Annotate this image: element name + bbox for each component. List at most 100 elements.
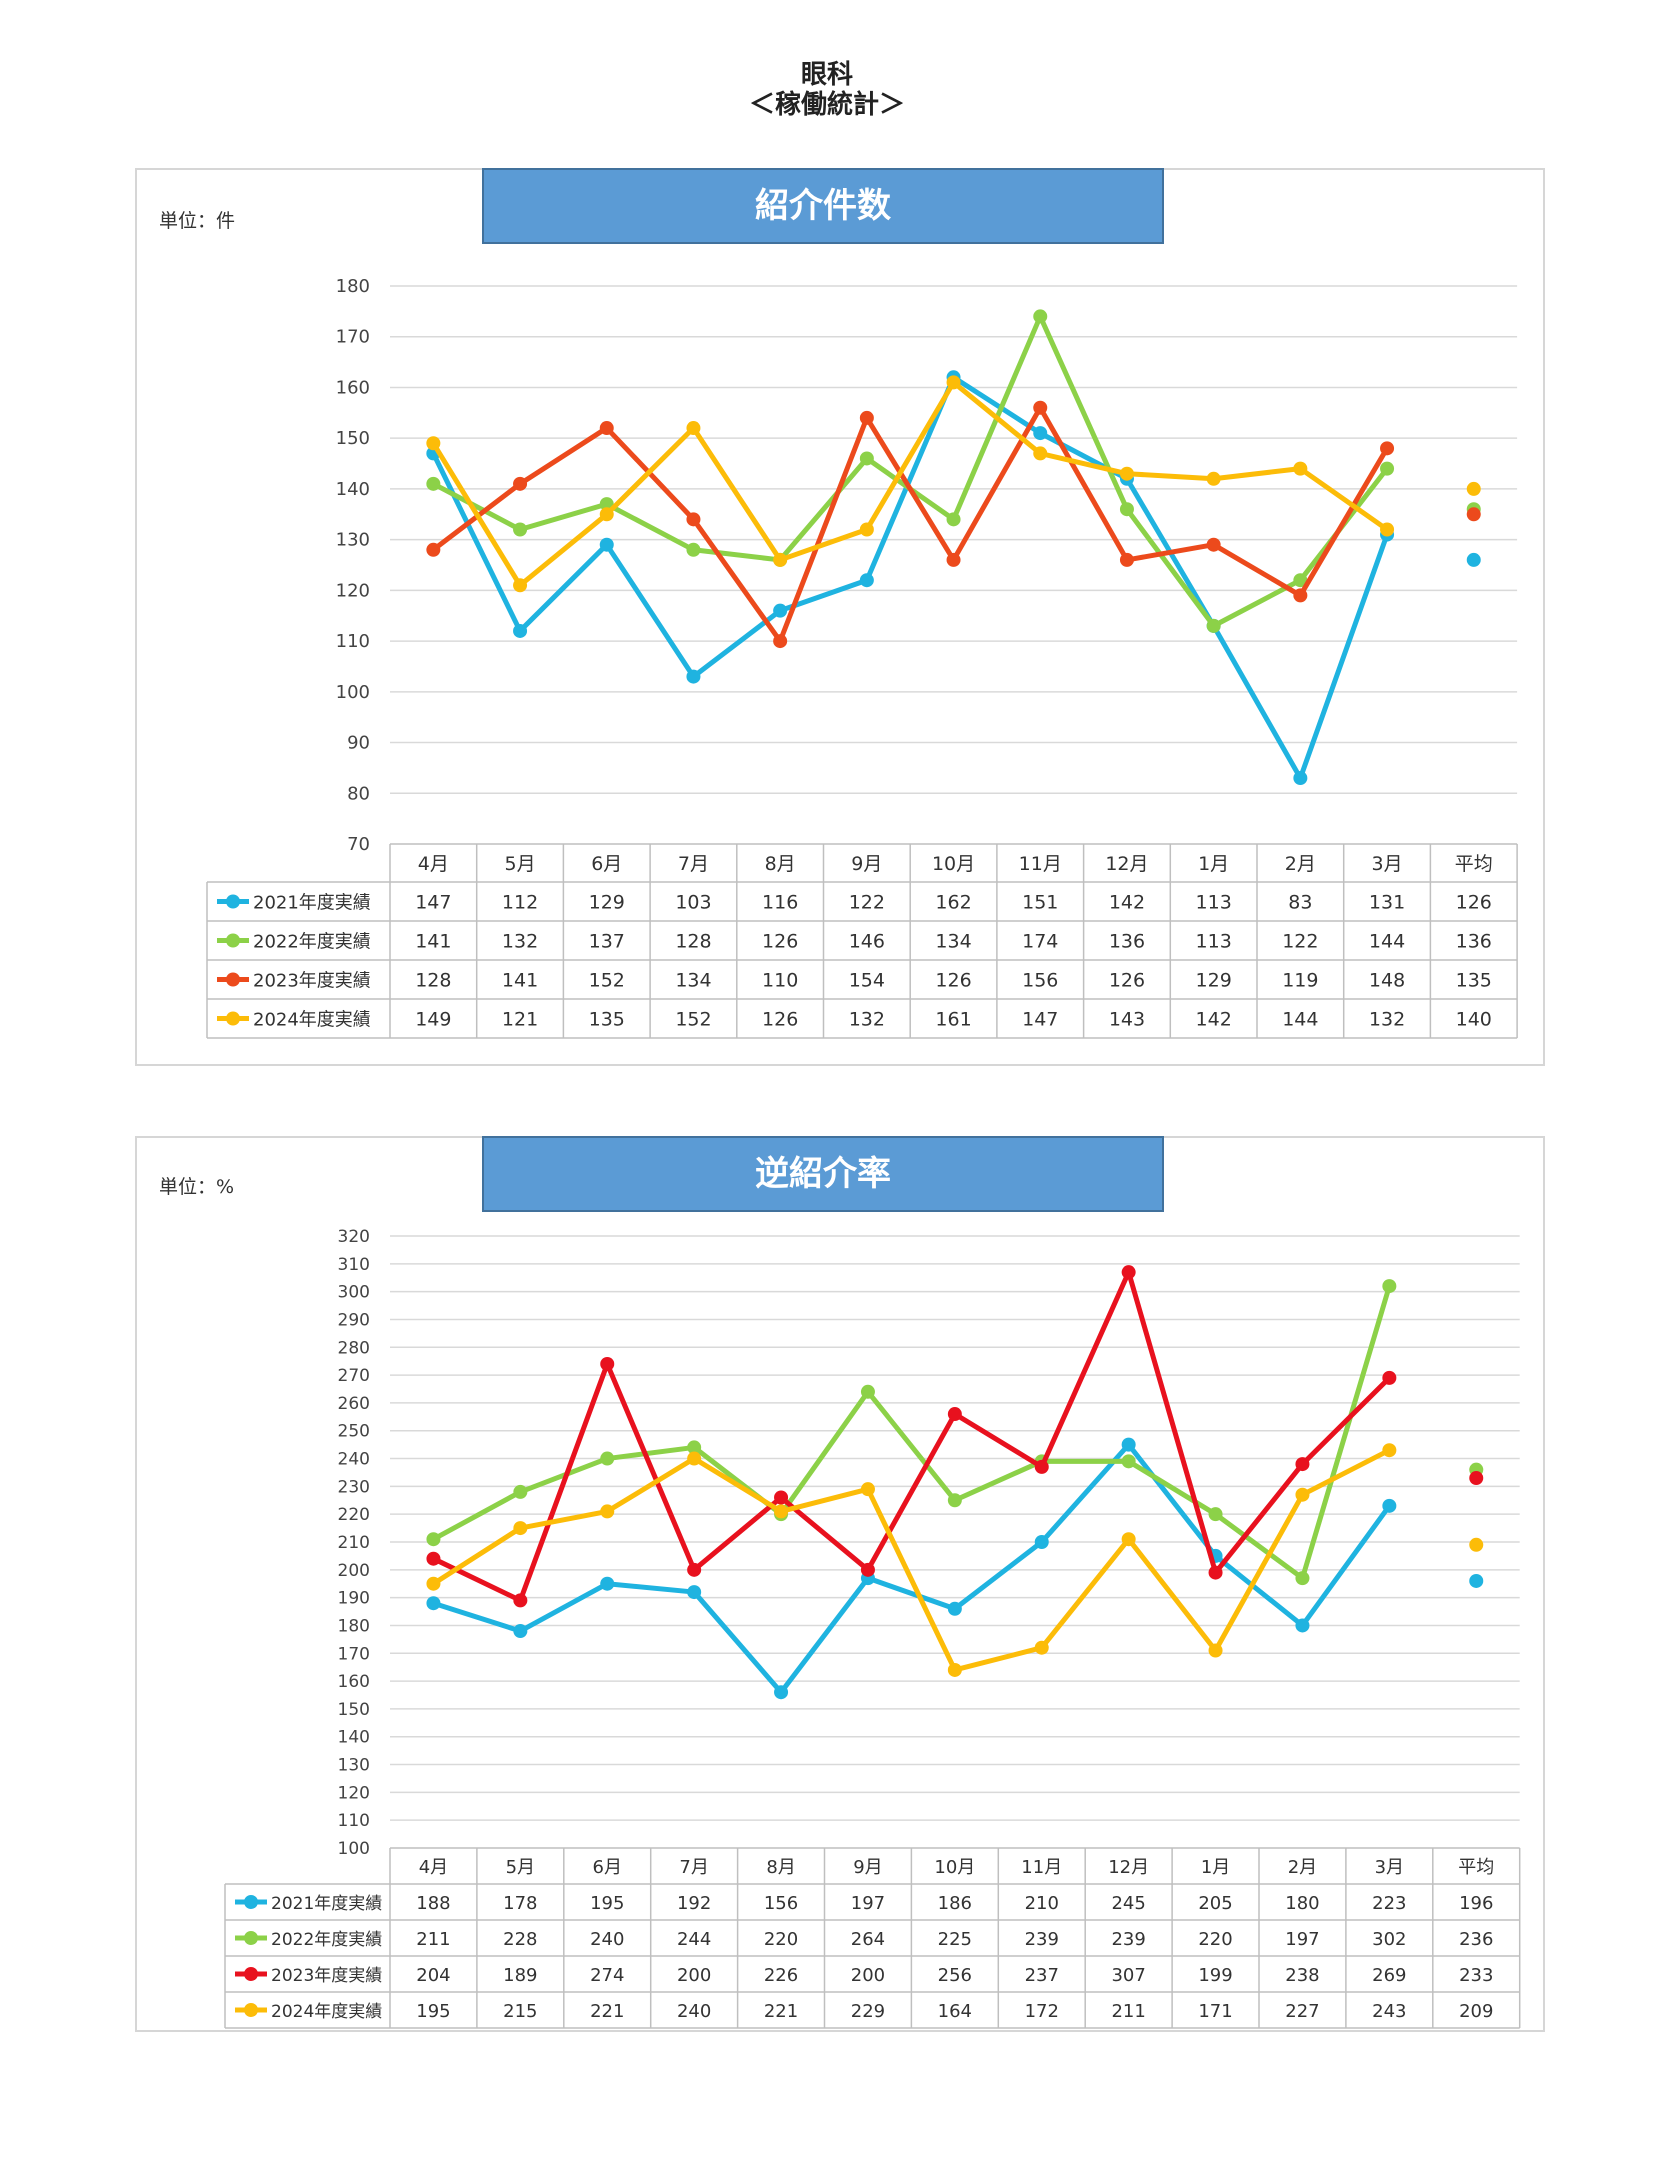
y-tick-label: 180 (338, 1616, 370, 1636)
data-point (1206, 471, 1221, 486)
data-point (946, 552, 961, 567)
data-point (1034, 1640, 1049, 1655)
y-tick-label: 160 (336, 377, 370, 398)
y-tick-label: 200 (338, 1561, 370, 1581)
data-point (1382, 1279, 1397, 1294)
data-point (1295, 1618, 1310, 1633)
data-point (1034, 1535, 1049, 1549)
data-point (1380, 441, 1395, 456)
data-value-cell: 132 (849, 1009, 885, 1031)
series-line (430, 379, 1390, 588)
data-value-cell: 195 (416, 2001, 450, 2022)
data-value-cell: 227 (1285, 2001, 1319, 2022)
data-value-cell: 220 (1198, 1929, 1232, 1950)
reverse-referral-rate-panel: 逆紹介率 単位：% 100 110 120 130 140 150 160 170 180 190… (135, 1136, 1545, 2032)
x-tick-label: 1月 (1198, 853, 1229, 875)
data-point (513, 623, 528, 638)
data-value-cell: 122 (849, 892, 885, 914)
data-value-cell: 136 (1109, 931, 1145, 953)
x-tick-label: 3月 (1375, 1857, 1404, 1878)
y-tick-label: 80 (347, 783, 370, 804)
data-point (774, 1504, 789, 1519)
data-value-cell: 220 (764, 1929, 798, 1950)
legend-marker (244, 1931, 258, 1945)
y-tick-label: 130 (338, 1756, 370, 1776)
data-value-cell: 239 (1025, 1929, 1059, 1950)
y-tick-label: 110 (338, 1811, 370, 1831)
x-tick-label: 2月 (1285, 853, 1316, 875)
data-point (859, 451, 874, 466)
data-point (513, 1593, 528, 1608)
x-tick-label: 12月 (1108, 1857, 1149, 1878)
referral-count-chart: 70 80 90 100 110 120 130 140 150 160 170 180 4月 5月 6月 7… (206, 276, 1518, 1039)
data-value-cell: 161 (935, 1009, 971, 1031)
data-value-cell: 244 (677, 1929, 711, 1950)
average-value-cell: 196 (1459, 1893, 1493, 1914)
data-value-cell: 210 (1025, 1893, 1059, 1914)
x-tick-label: 9月 (851, 853, 882, 875)
average-point (1466, 481, 1481, 496)
legend-marker (226, 933, 240, 948)
data-point (1206, 618, 1221, 633)
x-tick-label: 8月 (765, 853, 796, 875)
data-value-cell: 134 (935, 931, 971, 953)
y-tick-label: 170 (338, 1644, 370, 1664)
legend-label: 2021年度実績 (253, 893, 371, 914)
data-value-cell: 188 (416, 1893, 450, 1914)
data-point (513, 1521, 528, 1536)
y-tick-label: 110 (336, 631, 370, 652)
y-axis-ticks: 70 80 90 100 110 120 130 140 150 160 170 180 (336, 276, 370, 855)
y-tick-label: 160 (338, 1672, 370, 1692)
gridlines (390, 285, 1518, 795)
data-point (513, 522, 528, 537)
data-value-cell: 221 (590, 2001, 624, 2022)
x-tick-label: 1月 (1201, 1857, 1230, 1878)
legend-entry: 2024年度実績 (235, 2002, 382, 2022)
data-value-cell: 116 (762, 892, 798, 914)
legend-label: 2023年度実績 (271, 1966, 382, 1986)
average-value-cell: 126 (1456, 892, 1492, 914)
x-tick-label: 5月 (505, 853, 536, 875)
data-point (1033, 309, 1048, 324)
data-point (426, 436, 441, 451)
legend-marker (244, 1895, 258, 1909)
y-tick-label: 100 (336, 682, 370, 703)
data-value-cell: 215 (503, 2001, 537, 2022)
legend-marker (226, 972, 240, 987)
y-tick-label: 310 (338, 1255, 370, 1275)
legend-entry: 2023年度実績 (235, 1966, 382, 1986)
x-tick-label: 7月 (678, 853, 709, 875)
data-value-cell: 172 (1025, 2001, 1059, 2022)
legend-label: 2022年度実績 (271, 1930, 382, 1950)
x-tick-label: 3月 (1372, 853, 1403, 875)
data-value-cell: 240 (677, 2001, 711, 2022)
data-value-cell: 240 (590, 1929, 624, 1950)
data-point (773, 552, 788, 567)
data-value-cell: 199 (1198, 1965, 1232, 1986)
data-point (426, 1596, 441, 1611)
x-tick-label: 11月 (1019, 853, 1062, 875)
data-value-cell: 180 (1285, 1893, 1319, 1914)
data-value-cell: 129 (589, 892, 625, 914)
data-value-cell: 197 (851, 1893, 885, 1914)
legend-marker (226, 1011, 240, 1026)
average-value-cell: 140 (1456, 1009, 1492, 1031)
data-value-cell: 129 (1196, 970, 1232, 992)
x-tick-label: 8月 (766, 1857, 795, 1878)
data-point (1382, 1370, 1397, 1385)
average-point (1466, 507, 1481, 522)
legend-label: 2023年度実績 (253, 971, 371, 992)
y-tick-label: 260 (338, 1394, 370, 1414)
data-value-cell: 197 (1285, 1929, 1319, 1950)
data-value-cell: 245 (1111, 1893, 1145, 1914)
x-tick-label: 6月 (593, 1857, 622, 1878)
y-tick-label: 250 (338, 1422, 370, 1442)
data-value-cell: 200 (677, 1965, 711, 1986)
data-value-cell: 112 (502, 892, 538, 914)
data-value-cell: 178 (503, 1893, 537, 1914)
y-tick-label: 170 (336, 327, 370, 348)
data-point (426, 1576, 441, 1591)
series-2022年度実績 (426, 309, 1481, 633)
legend-entry: 2022年度実績 (217, 932, 371, 953)
legend-marker (244, 2003, 258, 2017)
